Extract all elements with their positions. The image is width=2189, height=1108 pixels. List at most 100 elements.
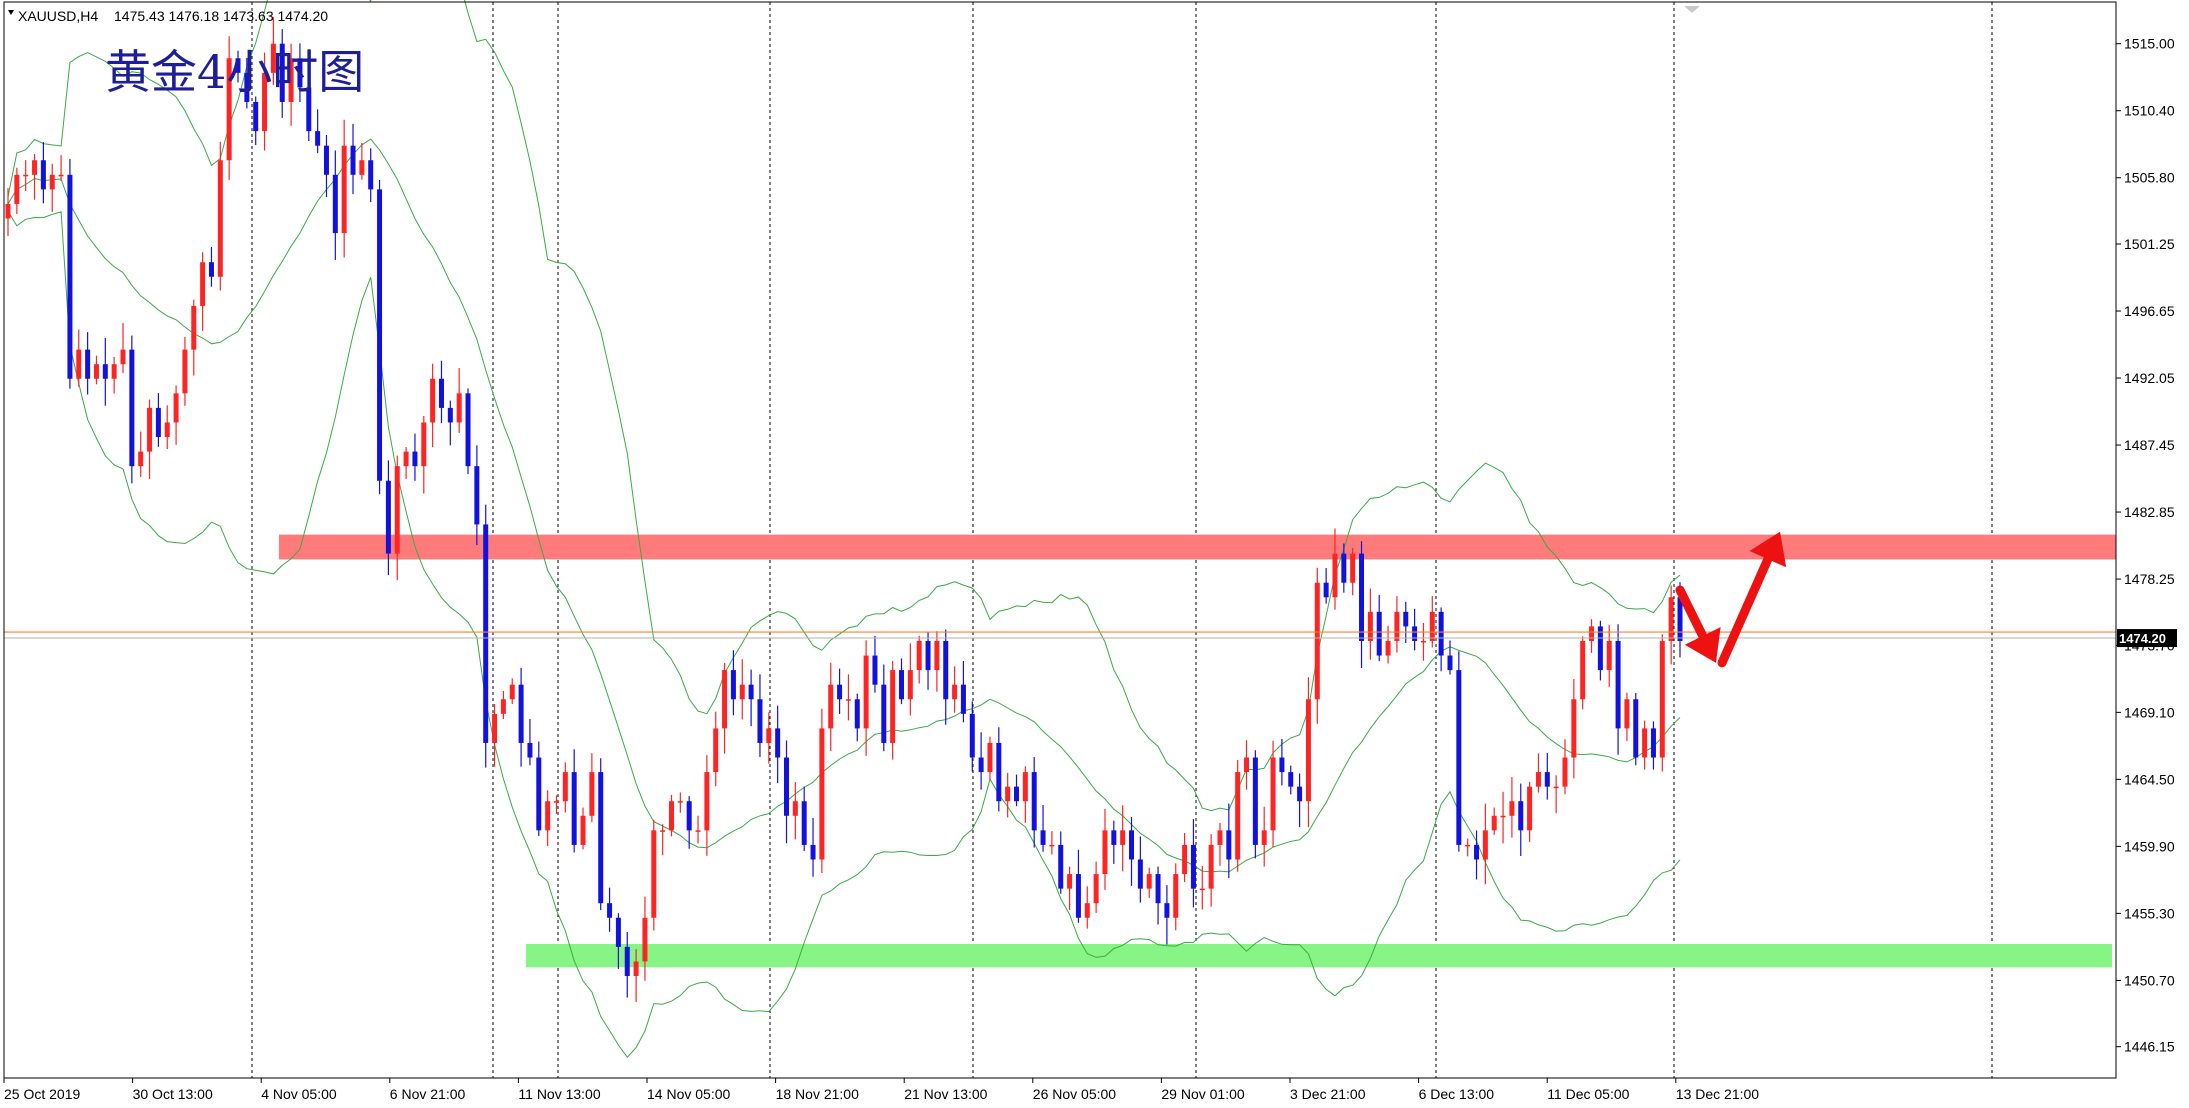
candle-body [208,262,214,277]
candle-body [1447,655,1453,671]
candle-body [447,407,453,423]
current-price-tag: 1474.20 [2117,629,2177,648]
y-tick-label: 1464.50 [2124,771,2175,787]
x-tick-label: 11 Dec 05:00 [1547,1086,1629,1102]
time-axis[interactable]: 25 Oct 2019 30 Oct 13:00 4 Nov 05:00 6 Nov … [3,1078,1759,1102]
candle-body [1500,815,1506,818]
candle-body [279,43,285,102]
candle-body [792,801,798,816]
candle-body [483,524,489,743]
candle-body [872,655,878,685]
candle-body [1509,801,1515,816]
candle-body [775,728,781,758]
candle-body [341,145,347,234]
candle-body [332,174,338,234]
candle-body [978,757,984,773]
candle-body [1659,640,1665,758]
candle-body [863,655,869,729]
candle-body [1323,582,1329,598]
candle-body [615,917,621,947]
candle-body [509,684,515,700]
candle-body [704,772,710,831]
candle-body [253,101,259,132]
candle-body [854,699,860,729]
candle-body [943,640,949,700]
candle-body [960,684,966,714]
resistance-zone[interactable] [279,534,2121,560]
candle-body [536,757,542,831]
candle-body [686,801,692,831]
candle-body [32,160,38,175]
candle-body [677,801,683,803]
x-tick-label: 3 Dec 21:00 [1290,1086,1366,1102]
candle-body [40,160,46,190]
candle-body [1491,815,1497,831]
candle-body [1376,611,1382,656]
candle-body [1014,786,1020,802]
candle-body [49,174,55,190]
candle-body [881,684,887,743]
candle-body [465,393,471,467]
y-tick-label: 1482.85 [2124,504,2175,520]
candle-body [1279,757,1285,773]
candle-body [438,378,444,408]
y-tick-label: 1501.25 [2124,236,2175,252]
candle-body [1642,728,1648,758]
candle-body [1190,844,1196,889]
candle-body [1305,699,1311,802]
candle-body [1164,903,1170,918]
vertical-grid [251,2,1993,1078]
candle-body [1067,874,1073,889]
candle-body [713,728,719,773]
candle-body [739,684,745,700]
x-tick-label: 30 Oct 13:00 [133,1086,213,1102]
candle-body [916,640,922,671]
candle-body [111,364,117,379]
candle-body [1182,844,1188,875]
candle-body [1137,859,1143,889]
candle-body [890,670,896,743]
shift-marker-icon[interactable] [1684,6,1700,13]
candle-body [1650,728,1656,758]
candle-body [996,742,1002,802]
candle-body [377,189,383,481]
candle-body [1633,699,1639,758]
candle-body [288,58,294,102]
candle-body [1155,874,1161,904]
candle-body [1235,772,1241,860]
candle-body [474,466,480,525]
candle-body [571,772,577,845]
support-zone[interactable] [526,943,2112,968]
x-tick-label: 4 Nov 05:00 [261,1086,337,1102]
candle-body [23,174,29,177]
y-tick-label: 1496.65 [2124,303,2175,319]
bollinger-middle [7,138,1681,873]
candle-body [801,801,807,845]
candle-body [1527,786,1533,831]
candle-body [1120,830,1126,845]
down-arrow [1675,585,1721,663]
candle-body [1261,830,1267,845]
y-tick-label: 1455.30 [2124,905,2175,921]
candle-body [403,451,409,467]
candle-body [1465,844,1471,847]
candle-body [1146,874,1152,889]
x-tick-label: 18 Nov 21:00 [776,1086,859,1102]
candle-body [695,830,701,832]
candle-body [952,684,958,700]
candle-body [1111,830,1117,845]
candle-body [500,699,506,714]
price-axis[interactable]: 1515.00 1510.40 1505.80 1501.25 1496.65 1492.… [2116,36,2175,1055]
dropdown-triangle-icon[interactable] [8,10,14,15]
candle-body [1031,772,1037,831]
candle-body [828,684,834,729]
candle-body [147,407,153,452]
candle-body [191,305,197,350]
candle-body [1518,801,1524,831]
candle-body [668,801,674,831]
candle-body [1456,670,1462,845]
candle-body [182,349,188,394]
candle-body [5,203,11,219]
candle-body [766,728,772,743]
